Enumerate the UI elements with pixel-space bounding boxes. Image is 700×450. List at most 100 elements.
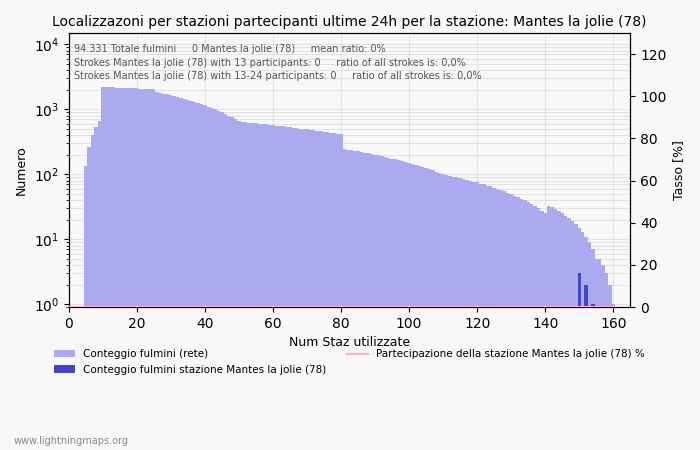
Bar <box>332 133 336 450</box>
Bar <box>387 158 391 450</box>
Bar <box>288 127 292 450</box>
Bar <box>254 123 258 450</box>
Bar <box>237 122 241 450</box>
Bar <box>561 213 564 450</box>
Bar <box>356 151 360 450</box>
Bar <box>377 155 380 450</box>
Bar <box>557 211 561 450</box>
Bar <box>305 130 309 450</box>
Bar <box>115 88 118 450</box>
Bar <box>278 126 281 450</box>
Bar <box>349 150 353 450</box>
Bar <box>578 228 581 450</box>
Bar <box>550 207 554 450</box>
Bar <box>91 135 94 450</box>
Partecipazione della stazione Mantes la jolie (78) % <box>265 305 274 310</box>
Bar <box>578 273 581 450</box>
Bar <box>186 100 190 450</box>
Bar <box>217 111 220 450</box>
Bar <box>499 190 503 450</box>
Bar <box>94 127 97 450</box>
Bar <box>251 123 254 450</box>
Bar <box>203 105 206 450</box>
Y-axis label: Tasso [%]: Tasso [%] <box>672 140 685 200</box>
Bar <box>510 194 513 450</box>
Bar <box>486 185 489 450</box>
Bar <box>526 202 530 450</box>
Legend: Conteggio fulmini (rete), Conteggio fulmini stazione Mantes la jolie (78), Parte: Conteggio fulmini (rete), Conteggio fulm… <box>50 345 649 379</box>
Bar <box>370 154 373 450</box>
Bar <box>169 95 172 450</box>
Bar <box>295 128 298 450</box>
Bar <box>172 96 176 450</box>
Bar <box>162 94 166 450</box>
Bar <box>155 92 159 450</box>
Bar <box>517 197 519 450</box>
Bar <box>363 153 367 450</box>
Bar <box>265 124 268 450</box>
Partecipazione della stazione Mantes la jolie (78) % <box>545 305 553 310</box>
Bar <box>588 242 592 450</box>
Bar <box>393 159 397 450</box>
Bar <box>268 125 271 450</box>
Bar <box>101 87 104 450</box>
Bar <box>397 160 400 450</box>
Bar <box>227 116 230 450</box>
Bar <box>537 208 540 450</box>
Bar <box>214 109 217 450</box>
Bar <box>128 88 132 450</box>
Bar <box>482 184 486 450</box>
Bar <box>244 122 247 450</box>
Text: Strokes Mantes la jolie (78) with 13 participants: 0     ratio of all strokes is: Strokes Mantes la jolie (78) with 13 par… <box>74 58 466 68</box>
X-axis label: Num Staz utilizzate: Num Staz utilizzate <box>289 337 410 350</box>
Bar <box>452 177 455 450</box>
Bar <box>543 213 547 450</box>
Bar <box>496 189 499 450</box>
Bar <box>404 162 407 450</box>
Bar <box>336 134 340 450</box>
Bar <box>88 147 91 450</box>
Bar <box>329 133 332 450</box>
Bar <box>326 132 329 450</box>
Bar <box>400 161 404 450</box>
Text: Strokes Mantes la jolie (78) with 13-24 participants: 0     ratio of all strokes: Strokes Mantes la jolie (78) with 13-24 … <box>74 72 482 81</box>
Bar <box>523 200 526 450</box>
Bar <box>468 180 472 450</box>
Bar <box>135 88 139 450</box>
Bar <box>166 94 169 450</box>
Bar <box>84 166 88 450</box>
Bar <box>431 171 435 450</box>
Bar <box>367 153 370 450</box>
Partecipazione della stazione Mantes la jolie (78) % <box>582 305 590 310</box>
Bar <box>152 89 155 450</box>
Bar <box>414 165 418 450</box>
Bar <box>343 149 346 450</box>
Bar <box>421 167 424 450</box>
Bar <box>193 102 196 450</box>
Title: Localizzazoni per stazioni partecipanti ultime 24h per la stazione: Mantes la jo: Localizzazoni per stazioni partecipanti … <box>52 15 647 29</box>
Bar <box>223 114 227 450</box>
Partecipazione della stazione Mantes la jolie (78) % <box>64 305 73 310</box>
Text: www.lightningmaps.org: www.lightningmaps.org <box>14 436 129 446</box>
Bar <box>568 218 570 450</box>
Bar <box>554 209 557 450</box>
Bar <box>608 285 612 450</box>
Bar <box>353 151 356 450</box>
Bar <box>118 88 121 450</box>
Bar <box>247 122 251 450</box>
Bar <box>298 129 302 450</box>
Bar <box>121 88 125 450</box>
Bar <box>407 163 411 450</box>
Bar <box>448 176 452 450</box>
Bar <box>111 87 115 450</box>
Bar <box>373 155 377 450</box>
Bar <box>220 112 223 450</box>
Partecipazione della stazione Mantes la jolie (78) % <box>245 305 253 310</box>
Bar <box>472 182 475 450</box>
Bar <box>601 265 605 450</box>
Bar <box>489 186 493 450</box>
Bar <box>592 249 594 450</box>
Bar <box>302 129 305 450</box>
Bar <box>176 97 179 450</box>
Bar <box>612 304 615 450</box>
